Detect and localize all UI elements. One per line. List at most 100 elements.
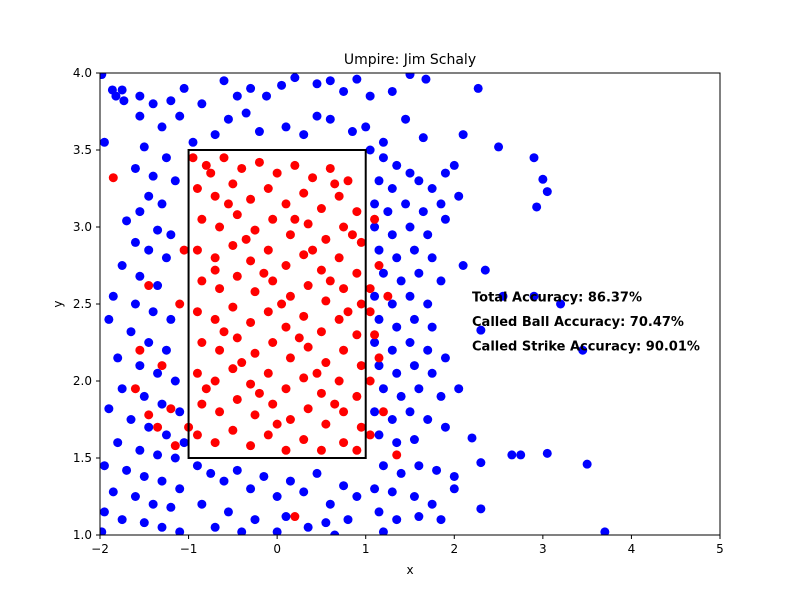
scatter-point (210, 314, 220, 324)
scatter-point (277, 80, 287, 90)
scatter-point (494, 142, 504, 152)
scatter-point (250, 225, 260, 235)
scatter-point (529, 291, 539, 301)
scatter-point (215, 284, 225, 294)
scatter-point (423, 230, 433, 240)
scatter-point (352, 492, 362, 501)
scatter-point (374, 245, 384, 255)
scatter-point (246, 379, 256, 389)
scatter-point (135, 271, 145, 281)
scatter-point (246, 441, 256, 451)
scatter-point (100, 137, 109, 147)
scatter-point (192, 245, 202, 255)
scatter-point (104, 404, 114, 414)
scatter-point (374, 430, 384, 440)
scatter-point (414, 512, 424, 522)
scatter-point (161, 345, 171, 355)
scatter-point (144, 410, 154, 420)
scatter-point (334, 191, 344, 201)
scatter-point (427, 253, 437, 263)
scatter-point (449, 471, 459, 481)
scatter-point (108, 291, 118, 301)
scatter-point (290, 214, 300, 224)
scatter-point (365, 284, 375, 294)
x-tick-label: 2 (450, 542, 458, 556)
scatter-point (170, 176, 180, 186)
scatter-point (219, 476, 229, 486)
scatter-point (467, 433, 477, 443)
scatter-point (228, 302, 238, 312)
scatter-point (148, 171, 158, 181)
scatter-point (321, 419, 331, 429)
y-tick-label: 3.5 (73, 143, 92, 157)
scatter-point (582, 459, 592, 469)
scatter-point (374, 507, 384, 517)
scatter-point (166, 502, 176, 512)
scatter-point (246, 484, 256, 494)
scatter-point (436, 276, 446, 286)
scatter-point (387, 230, 397, 240)
scatter-point (170, 453, 180, 463)
scatter-point (392, 368, 402, 378)
scatter-point (250, 410, 260, 420)
y-tick-label: 1.5 (73, 451, 92, 465)
scatter-point (392, 450, 402, 460)
scatter-point (263, 184, 273, 193)
scatter-point (285, 230, 295, 240)
scatter-point (308, 173, 318, 183)
scatter-point (139, 142, 149, 152)
scatter-point (166, 96, 176, 106)
scatter-point (192, 184, 202, 193)
scatter-point (449, 160, 459, 170)
scatter-point (148, 99, 158, 109)
scatter-point (370, 484, 380, 494)
scatter-point (117, 261, 127, 270)
scatter-point (383, 291, 393, 301)
scatter-point (516, 450, 526, 460)
scatter-point (325, 499, 335, 509)
scatter-point (175, 484, 185, 494)
scatter-point (268, 214, 278, 224)
scatter-point (308, 245, 318, 255)
scatter-point (299, 435, 309, 445)
scatter-point (254, 157, 264, 167)
scatter-point (299, 130, 309, 140)
x-tick-label: 5 (716, 542, 724, 556)
scatter-point (396, 391, 406, 401)
scatter-point (409, 361, 419, 371)
scatter-point (449, 484, 459, 494)
points-layer (100, 73, 610, 535)
scatter-point (210, 522, 220, 532)
scatter-point (139, 391, 149, 401)
scatter-point (122, 216, 132, 226)
scatter-point (440, 214, 450, 224)
scatter-point (179, 83, 189, 93)
scatter-point (232, 91, 242, 101)
scatter-point (330, 530, 340, 535)
scatter-point (334, 314, 344, 324)
scatter-point (228, 179, 238, 189)
y-tick-label: 2.5 (73, 297, 92, 311)
scatter-point (476, 325, 486, 335)
scatter-point (396, 468, 406, 478)
scatter-point (316, 445, 326, 455)
scatter-point (383, 207, 393, 217)
scatter-point (272, 419, 282, 429)
scatter-point (347, 230, 357, 240)
scatter-point (285, 476, 295, 486)
scatter-point (339, 438, 349, 448)
scatter-point (556, 299, 566, 309)
scatter-point (316, 388, 326, 398)
scatter-point (135, 111, 145, 121)
scatter-point (126, 415, 136, 424)
scatter-point (365, 145, 375, 155)
scatter-point (130, 299, 140, 309)
x-axis-ticks: −2 −1 0 1 2 3 4 5 (91, 535, 724, 556)
scatter-point (210, 253, 220, 263)
scatter-point (232, 465, 242, 475)
scatter-point (281, 512, 291, 522)
scatter-point (175, 527, 185, 535)
scatter-point (108, 487, 118, 497)
scatter-point (254, 127, 264, 137)
scatter-point (299, 487, 309, 497)
